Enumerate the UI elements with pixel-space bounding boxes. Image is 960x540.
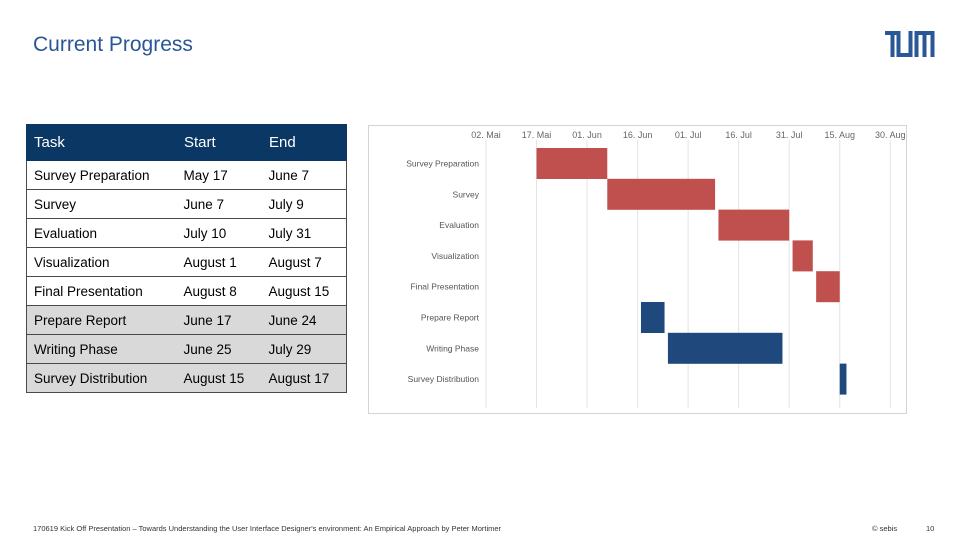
start-cell: August 1: [176, 247, 262, 277]
x-tick-label: 02. Mai: [471, 130, 501, 140]
x-tick-label: 16. Jun: [623, 130, 653, 140]
task-table: Task Start End Survey Preparation May 17…: [26, 124, 347, 393]
task-label: Survey Preparation: [406, 159, 479, 169]
header-end: End: [261, 124, 347, 161]
table-header-row: Task Start End: [26, 124, 347, 161]
task-cell: Visualization: [26, 247, 177, 277]
end-cell: August 7: [261, 247, 347, 277]
start-cell: May 17: [176, 160, 262, 190]
x-tick-label: 30. Aug: [875, 130, 906, 140]
x-tick-label: 17. Mai: [522, 130, 552, 140]
start-cell: June 7: [176, 189, 262, 219]
task-label: Prepare Report: [421, 313, 480, 323]
gantt-bar: [536, 148, 608, 179]
x-tick-label: 01. Jun: [572, 130, 602, 140]
gantt-chart: 02. Mai 17. Mai 01. Jun 16. Jun 01. Jul 16. J…: [368, 125, 907, 414]
table-row: Visualization August 1 August 7: [26, 247, 347, 277]
task-cell: Survey: [26, 189, 177, 219]
gantt-bar: [792, 240, 813, 272]
header-start: Start: [176, 124, 262, 161]
task-cell: Writing Phase: [26, 334, 177, 364]
x-tick-label: 16. Jul: [725, 130, 752, 140]
task-cell: Survey Preparation: [26, 160, 177, 190]
end-cell: July 31: [261, 218, 347, 248]
start-cell: August 8: [176, 276, 262, 306]
x-tick-label: 01. Jul: [675, 130, 702, 140]
start-cell: June 17: [176, 305, 262, 335]
x-tick-label: 31. Jul: [776, 130, 803, 140]
copyright-text: © sebis: [872, 524, 898, 533]
start-cell: August 15: [176, 363, 262, 393]
task-cell: Evaluation: [26, 218, 177, 248]
gantt-bar: [607, 178, 716, 210]
task-label: Visualization: [431, 251, 479, 261]
end-cell: July 29: [261, 334, 347, 364]
end-cell: June 24: [261, 305, 347, 335]
task-cell: Final Presentation: [26, 276, 177, 306]
end-cell: July 9: [261, 189, 347, 219]
table-row: Survey Preparation May 17 June 7: [26, 160, 347, 190]
start-cell: July 10: [176, 218, 262, 248]
gantt-bar: [640, 302, 665, 333]
gantt-bar: [667, 332, 783, 364]
gantt-chart-svg: 02. Mai 17. Mai 01. Jun 16. Jun 01. Jul 16. J…: [406, 130, 906, 408]
table-row: Survey Distribution August 15 August 17: [26, 363, 347, 393]
table-row: Survey June 7 July 9: [26, 189, 347, 219]
tum-logo-icon: [885, 31, 935, 57]
end-cell: June 7: [261, 160, 347, 190]
table-row: Evaluation July 10 July 31: [26, 218, 347, 248]
task-label: Survey Distribution: [408, 374, 480, 384]
task-label: Evaluation: [439, 220, 479, 230]
x-tick-label: 15. Aug: [824, 130, 855, 140]
task-cell: Survey Distribution: [26, 363, 177, 393]
table-row: Writing Phase June 25 July 29: [26, 334, 347, 364]
gantt-bar: [839, 363, 847, 395]
gantt-bar: [816, 271, 840, 303]
task-cell: Prepare Report: [26, 305, 177, 335]
header-task: Task: [26, 124, 177, 161]
table-row: Prepare Report June 17 June 24: [26, 305, 347, 335]
slide-title: Current Progress: [33, 33, 193, 56]
task-label: Final Presentation: [410, 282, 479, 292]
end-cell: August 17: [261, 363, 347, 393]
table-row: Final Presentation August 8 August 15: [26, 276, 347, 306]
task-label: Writing Phase: [426, 343, 479, 353]
gantt-bar: [718, 209, 790, 241]
task-label: Survey: [453, 189, 480, 199]
page-number: 10: [926, 524, 935, 533]
start-cell: June 25: [176, 334, 262, 364]
footer-text: 170619 Kick Off Presentation – Towards U…: [33, 524, 502, 533]
end-cell: August 15: [261, 276, 347, 306]
